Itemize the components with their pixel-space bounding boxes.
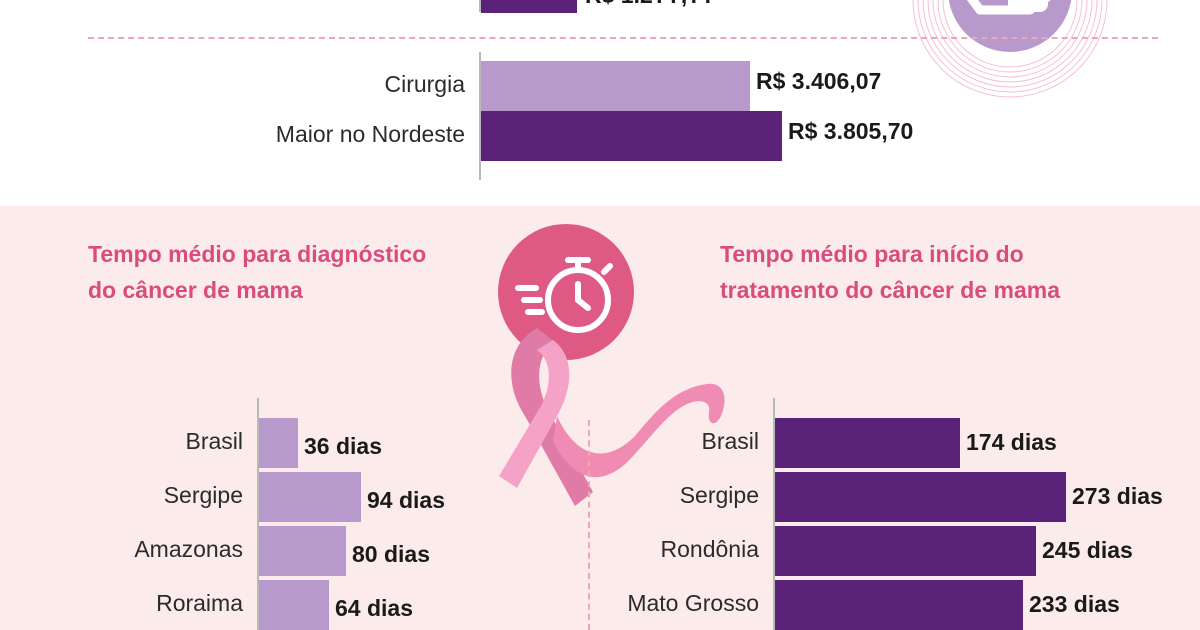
bar <box>481 111 782 161</box>
category-label: Sergipe <box>163 482 243 508</box>
category-label: Cirurgia <box>384 71 465 97</box>
value-label: 94 dias <box>367 487 445 513</box>
right-chart-title: Tempo médio para início do tratamento do… <box>720 236 1180 308</box>
bar <box>259 418 298 468</box>
left-title-line2: do câncer de mama <box>88 277 303 303</box>
top-partial-value: R$ 1.2??,?? <box>585 0 715 9</box>
category-label: Brasil <box>701 428 759 454</box>
value-label: 273 dias <box>1072 483 1163 509</box>
value-label: 64 dias <box>335 595 413 621</box>
value-label: R$ 3.406,07 <box>756 68 882 94</box>
category-label: Sergipe <box>679 482 759 508</box>
bar <box>775 580 1023 630</box>
value-label: 245 dias <box>1042 537 1133 563</box>
pink-ribbon-icon <box>499 328 725 506</box>
bar <box>775 472 1066 522</box>
value-label: 36 dias <box>304 433 382 459</box>
value-label: 233 dias <box>1029 591 1120 617</box>
top-partial-bar <box>481 0 577 13</box>
right-title-line1: Tempo médio para início do <box>720 241 1024 267</box>
top-axis-partial <box>479 0 481 12</box>
bottom-divider <box>588 420 590 630</box>
clipboard-badge-icon <box>912 0 1108 98</box>
category-label: Amazonas <box>134 536 243 562</box>
right-chart-axis <box>773 398 775 630</box>
left-chart-axis <box>257 398 259 630</box>
category-label: Brasil <box>185 428 243 454</box>
value-label: 80 dias <box>352 541 430 567</box>
bar <box>259 580 329 630</box>
category-label: Rondônia <box>660 536 759 562</box>
bar <box>259 472 361 522</box>
right-title-line2: tratamento do câncer de mama <box>720 277 1061 303</box>
left-chart-title: Tempo médio para diagnóstico do câncer d… <box>88 236 508 308</box>
stopwatch-icon <box>498 224 634 360</box>
category-label: Roraima <box>156 590 243 616</box>
bar <box>775 526 1036 576</box>
category-label: Maior no Nordeste <box>275 121 465 147</box>
value-label: 174 dias <box>966 429 1057 455</box>
category-label: Mato Grosso <box>627 590 759 616</box>
bar <box>481 61 750 111</box>
top-chart-axis <box>479 52 481 180</box>
section-divider <box>88 37 1158 39</box>
value-label: R$ 3.805,70 <box>788 118 914 144</box>
bar <box>259 526 346 576</box>
bar <box>775 418 960 468</box>
left-title-line1: Tempo médio para diagnóstico <box>88 241 427 267</box>
